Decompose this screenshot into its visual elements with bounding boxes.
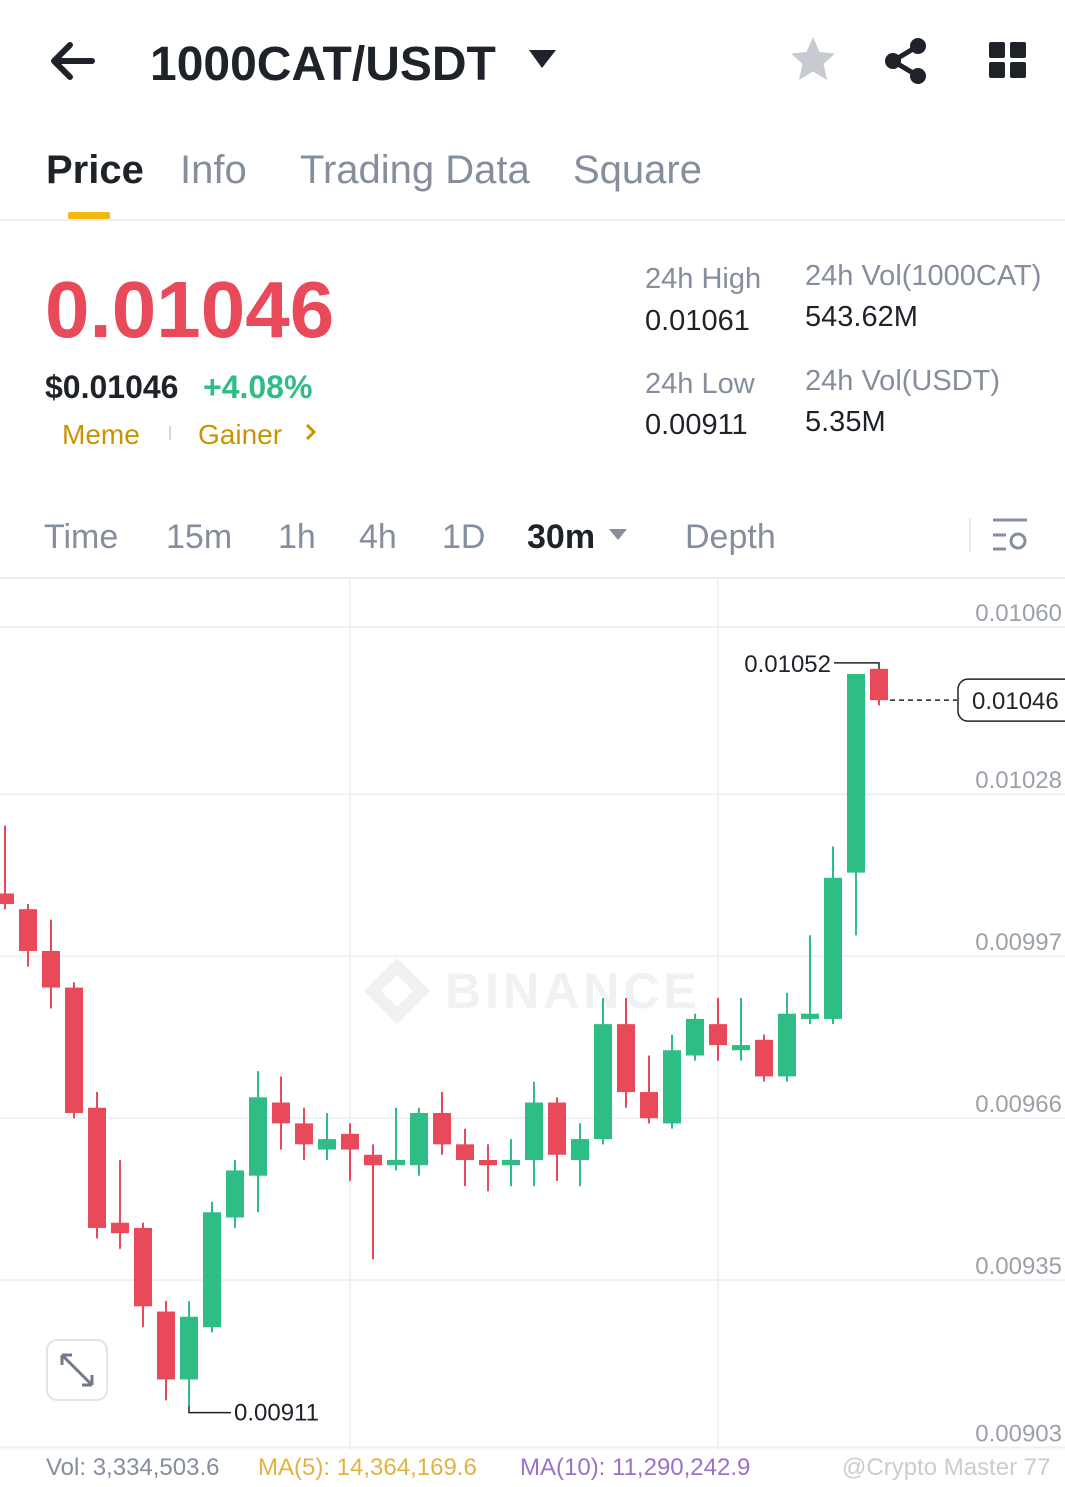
stat-value: 543.62M	[805, 301, 918, 333]
candle-body	[134, 1227, 152, 1307]
candle-body	[709, 1024, 727, 1046]
interval[interactable]: 1D	[442, 518, 485, 556]
candle-body	[410, 1112, 428, 1166]
candle-body	[318, 1139, 336, 1150]
y-tick-label: 0.01060	[975, 600, 1062, 627]
y-tick-label: 0.00966	[975, 1091, 1062, 1118]
candle-body	[364, 1154, 382, 1166]
candle-body	[755, 1039, 773, 1077]
candle-body	[617, 1024, 635, 1093]
candle-body	[180, 1316, 198, 1380]
candle-body	[42, 950, 60, 988]
stat-value: 0.01061	[645, 305, 750, 337]
candle-body	[0, 893, 14, 904]
tag[interactable]: Meme	[62, 419, 140, 450]
candle-body	[249, 1097, 267, 1176]
price-change: +4.08%	[203, 369, 312, 405]
ma10-info: MA(10): 11,290,242.9	[520, 1454, 750, 1481]
candle-body	[778, 1013, 796, 1077]
candle-body	[479, 1160, 497, 1166]
low-annotation: 0.00911	[234, 1400, 319, 1427]
y-tick-label: 0.00903	[975, 1420, 1062, 1447]
tag[interactable]: Gainer	[198, 419, 282, 450]
watermark-text: BINANCE	[445, 963, 701, 1019]
y-tick-label: 0.00935	[975, 1253, 1062, 1280]
interval[interactable]: 15m	[166, 518, 232, 556]
candle-body	[272, 1102, 290, 1124]
current-price-box	[957, 678, 1065, 722]
interval[interactable]: Time	[44, 518, 118, 556]
candle-body	[456, 1144, 474, 1160]
low-marker	[188, 1405, 231, 1414]
candle-body	[19, 909, 37, 951]
tab[interactable]: Trading Data	[300, 148, 531, 192]
candle-body	[226, 1170, 244, 1218]
back-button[interactable]	[51, 42, 95, 80]
candle-body	[571, 1139, 589, 1160]
candle-body	[65, 987, 83, 1113]
candle-body	[870, 668, 888, 701]
interval[interactable]: 4h	[359, 518, 397, 556]
y-tick-label: 0.01028	[975, 767, 1062, 794]
candle-body	[295, 1123, 313, 1145]
ma5-info: MA(5): 14,364,169.6	[258, 1454, 477, 1481]
pair-title[interactable]: 1000CAT/USDT	[150, 38, 496, 91]
menu-button[interactable]	[989, 42, 1026, 78]
candle-body	[157, 1311, 175, 1380]
tab-indicator	[68, 212, 110, 219]
tag-chevron[interactable]	[305, 423, 317, 441]
candle-body	[801, 1013, 819, 1019]
interval[interactable]: 30m	[527, 518, 595, 556]
candle-body	[525, 1102, 543, 1160]
interval[interactable]: 1h	[278, 518, 316, 556]
high-marker	[834, 662, 880, 669]
candle-body	[663, 1050, 681, 1124]
usd-price: $0.01046	[45, 369, 178, 405]
watermark: BINANCE	[364, 958, 701, 1024]
stat-label: 24h High	[645, 263, 761, 295]
high-annotation: 0.01052	[744, 651, 831, 678]
candle-body	[111, 1222, 129, 1234]
candle-body	[847, 674, 865, 873]
candle-body	[640, 1092, 658, 1119]
y-tick-label: 0.00997	[975, 929, 1062, 956]
candle-body	[548, 1102, 566, 1155]
tab[interactable]: Square	[573, 148, 702, 192]
interval-dropdown[interactable]	[609, 529, 627, 540]
candle-body	[824, 877, 842, 1019]
expand-button[interactable]	[46, 1339, 108, 1401]
stat-label: 24h Low	[645, 368, 756, 400]
interval[interactable]: Depth	[685, 518, 776, 556]
candle-body	[433, 1112, 451, 1145]
candle-body	[502, 1160, 520, 1166]
candlestick-chart: BINANCE 0.01060 0.01028 0.00997 0.00966 0.00…	[0, 580, 1065, 1450]
tab[interactable]: Price	[46, 148, 144, 192]
pair-dropdown[interactable]	[529, 50, 556, 68]
last-price: 0.01046	[45, 265, 334, 354]
candle-body	[341, 1133, 359, 1150]
share-button[interactable]	[885, 38, 926, 84]
candle-body	[387, 1160, 405, 1166]
candle-body	[594, 1024, 612, 1140]
candle-body	[732, 1045, 750, 1051]
stat-value: 5.35M	[805, 406, 886, 438]
candle-body	[686, 1018, 704, 1056]
volume-info: Vol: 3,334,503.6	[46, 1454, 219, 1481]
chart-settings[interactable]	[993, 518, 1027, 551]
credit: @Crypto Master 77	[842, 1454, 1050, 1481]
candle-body	[203, 1212, 221, 1328]
current-price-label: 0.01046	[972, 688, 1059, 715]
tab[interactable]: Info	[180, 148, 247, 192]
stat-value: 0.00911	[645, 409, 748, 441]
stat-label: 24h Vol(1000CAT)	[805, 260, 1041, 292]
candle-body	[88, 1107, 106, 1228]
favorite-button[interactable]	[791, 37, 835, 80]
stat-label: 24h Vol(USDT)	[805, 365, 1000, 397]
